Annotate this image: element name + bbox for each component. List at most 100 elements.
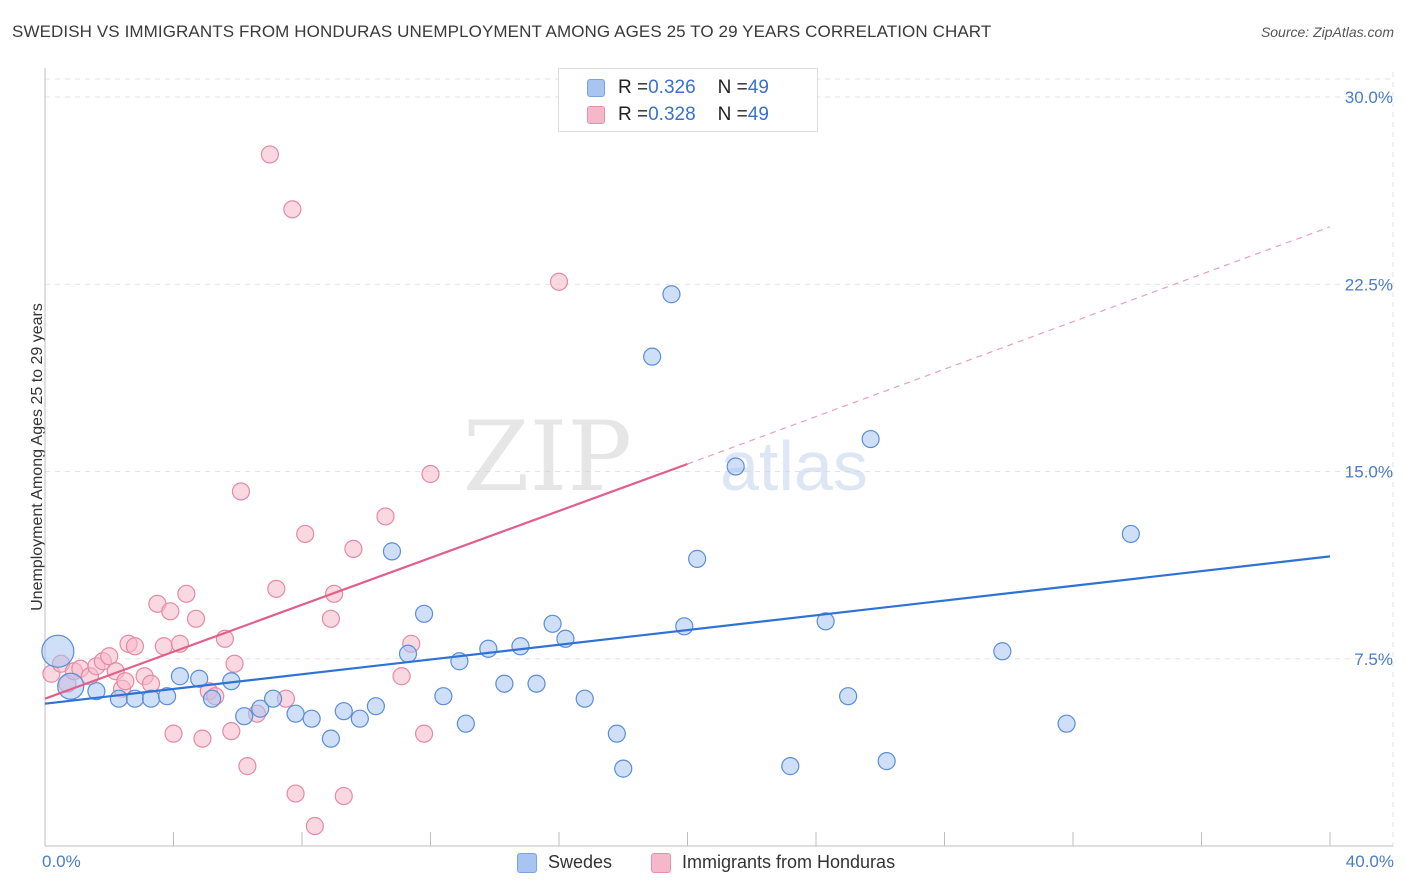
honduras-point bbox=[321, 609, 341, 628]
swedes-point bbox=[479, 639, 498, 658]
swedes-point bbox=[781, 757, 800, 776]
legend-r-value: 0.326 bbox=[648, 77, 696, 98]
trend-lines bbox=[44, 226, 1331, 705]
swedes-point bbox=[302, 709, 321, 728]
swedes-point bbox=[202, 689, 222, 708]
chart-title: SWEDISH VS IMMIGRANTS FROM HONDURAS UNEM… bbox=[12, 22, 992, 41]
series-legend: Swedes Immigrants from Honduras bbox=[0, 852, 1406, 878]
honduras-point bbox=[164, 724, 183, 743]
honduras-point bbox=[414, 724, 434, 743]
legend-swatch-swedes bbox=[517, 852, 537, 873]
swedes-point bbox=[495, 674, 514, 693]
legend-n-value: 49 bbox=[747, 77, 769, 98]
honduras-trend-extension bbox=[687, 226, 1331, 465]
legend-r-label: R = bbox=[618, 77, 649, 98]
honduras-point bbox=[161, 602, 180, 621]
swedes-point bbox=[334, 702, 353, 721]
honduras-point bbox=[100, 647, 119, 666]
y-tick-label: 15.0% bbox=[1345, 463, 1393, 482]
watermark-zip: ZIP bbox=[463, 401, 632, 513]
honduras-point bbox=[421, 464, 440, 484]
honduras-point bbox=[305, 816, 324, 836]
swedes-point bbox=[675, 617, 694, 636]
honduras-point bbox=[260, 145, 279, 164]
swedes-point bbox=[109, 689, 128, 708]
honduras-point bbox=[125, 637, 145, 656]
swedes-point bbox=[1121, 524, 1140, 544]
honduras-point bbox=[376, 507, 395, 526]
swedes-point bbox=[816, 612, 835, 631]
honduras-point bbox=[296, 524, 315, 544]
honduras-point bbox=[283, 200, 302, 219]
honduras-point bbox=[344, 539, 363, 558]
honduras-point bbox=[238, 757, 257, 776]
honduras-point bbox=[334, 786, 353, 806]
grid-lines bbox=[45, 72, 1394, 846]
legend-swatch-honduras bbox=[651, 852, 671, 873]
swedes-point bbox=[235, 707, 254, 726]
swedes-point bbox=[839, 687, 858, 706]
y-tick-label: 7.5% bbox=[1354, 650, 1393, 669]
honduras-point bbox=[177, 584, 196, 603]
legend-r-label: R = bbox=[618, 104, 649, 125]
swedes-point bbox=[527, 674, 546, 693]
swedes-point bbox=[366, 697, 385, 716]
honduras-point bbox=[186, 609, 206, 628]
x-tick-max: 40.0% bbox=[1345, 852, 1394, 871]
watermark: ZIP atlas bbox=[463, 401, 868, 513]
swedes-point bbox=[87, 682, 106, 701]
swedes-point bbox=[170, 667, 190, 686]
swedes-point bbox=[251, 699, 270, 718]
y-tick-label: 22.5% bbox=[1345, 275, 1393, 294]
series-swedes-points bbox=[41, 285, 1140, 778]
legend-n-label: N = bbox=[717, 77, 748, 98]
legend-row-honduras: R = 0.328 N = 49 bbox=[587, 104, 769, 126]
legend-r-value: 0.328 bbox=[648, 104, 696, 125]
swedes-point bbox=[434, 687, 453, 706]
swedes-point bbox=[726, 457, 745, 476]
honduras-point bbox=[193, 729, 212, 748]
y-tick-label: 30.0% bbox=[1345, 88, 1393, 107]
swedes-point bbox=[41, 634, 75, 668]
swedes-point bbox=[321, 729, 341, 748]
legend-n-value: 49 bbox=[747, 104, 769, 125]
swedes-point bbox=[382, 542, 402, 561]
honduras-point bbox=[267, 579, 286, 598]
chart-source: Source: ZipAtlas.com bbox=[1260, 24, 1394, 40]
swedes-point bbox=[414, 604, 434, 623]
swedes-point bbox=[157, 687, 177, 706]
swedes-point bbox=[1057, 714, 1076, 733]
y-tick-labels: 7.5% 15.0% 22.5% 30.0% bbox=[1345, 88, 1393, 669]
legend-label-honduras: Immigrants from Honduras bbox=[682, 852, 896, 872]
legend-label-swedes: Swedes bbox=[548, 852, 613, 872]
honduras-point bbox=[222, 722, 241, 741]
legend-swatch-swedes bbox=[587, 79, 605, 97]
honduras-trend-line bbox=[44, 462, 688, 700]
swedes-point bbox=[456, 714, 475, 733]
swedes-point bbox=[575, 689, 594, 708]
honduras-point bbox=[231, 482, 251, 501]
honduras-point bbox=[225, 654, 244, 673]
swedes-point bbox=[993, 642, 1012, 661]
honduras-point bbox=[392, 667, 411, 686]
x-tick-min: 0.0% bbox=[42, 852, 81, 871]
swedes-trend-line bbox=[44, 555, 1331, 705]
swedes-point bbox=[263, 689, 283, 708]
swedes-point bbox=[511, 637, 530, 656]
honduras-point bbox=[549, 272, 569, 291]
swedes-point bbox=[662, 285, 681, 304]
legend-n-label: N = bbox=[717, 104, 748, 125]
swedes-point bbox=[688, 549, 707, 568]
honduras-point bbox=[286, 784, 305, 803]
legend-row-swedes: R = 0.326 N = 49 bbox=[587, 77, 769, 99]
swedes-point bbox=[607, 724, 626, 743]
correlation-legend: R = 0.326 N = 49 R = 0.328 N = 49 bbox=[558, 68, 818, 132]
swedes-point bbox=[190, 669, 209, 688]
swedes-point bbox=[350, 709, 369, 728]
swedes-point bbox=[286, 704, 305, 723]
swedes-point bbox=[643, 347, 662, 366]
swedes-point bbox=[614, 759, 633, 778]
axes bbox=[44, 68, 1393, 847]
swedes-point bbox=[877, 752, 896, 771]
